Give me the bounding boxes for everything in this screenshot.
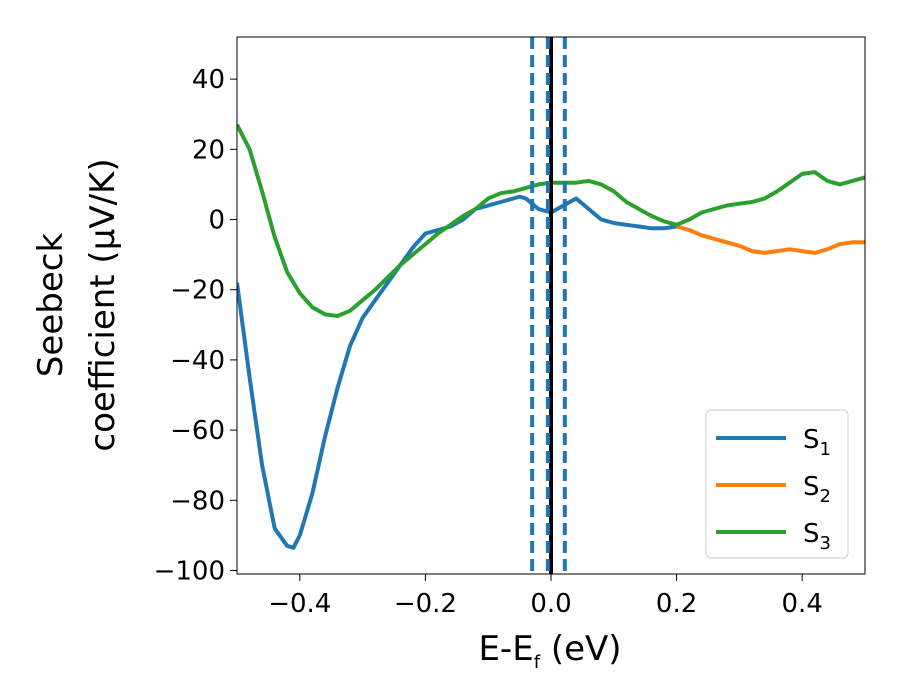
y-tick-label: −100 bbox=[154, 556, 225, 586]
y-tick-label: 40 bbox=[192, 65, 225, 95]
y-axis-label-line1: Seebeck bbox=[31, 233, 71, 378]
y-tick-label: −20 bbox=[170, 276, 225, 306]
x-tick-label: −0.2 bbox=[394, 589, 457, 619]
x-tick-label: 0.4 bbox=[782, 589, 823, 619]
y-tick-label: −40 bbox=[170, 346, 225, 376]
series-line-s1 bbox=[237, 194, 677, 550]
y-tick-label: −60 bbox=[170, 416, 225, 446]
y-axis-label: Seebeck coefficient (μV/K) bbox=[31, 158, 123, 451]
x-tick-label: −0.4 bbox=[268, 589, 331, 619]
legend: S1 S2 S3 bbox=[705, 409, 849, 559]
legend-label-s3: S3 bbox=[803, 519, 831, 554]
plot-area bbox=[237, 37, 865, 574]
x-tick-label: 0.2 bbox=[656, 589, 697, 619]
y-tick-label: 0 bbox=[208, 206, 225, 236]
y-tick-label: 20 bbox=[192, 135, 225, 165]
x-tick-label: 0.0 bbox=[530, 589, 571, 619]
y-tick-label: −80 bbox=[170, 486, 225, 516]
x-axis-label: E-Ef (eV) bbox=[478, 629, 621, 673]
legend-label-s2: S2 bbox=[803, 472, 831, 507]
legend-label-s1: S1 bbox=[803, 425, 831, 460]
axes: −0.4 −0.2 0.0 0.2 0.4 −100 −80 −60 −40 −20 0 20 40 bbox=[154, 65, 823, 619]
y-axis-label-line2: coefficient (μV/K) bbox=[83, 158, 123, 451]
series-line-s2 bbox=[676, 224, 865, 255]
